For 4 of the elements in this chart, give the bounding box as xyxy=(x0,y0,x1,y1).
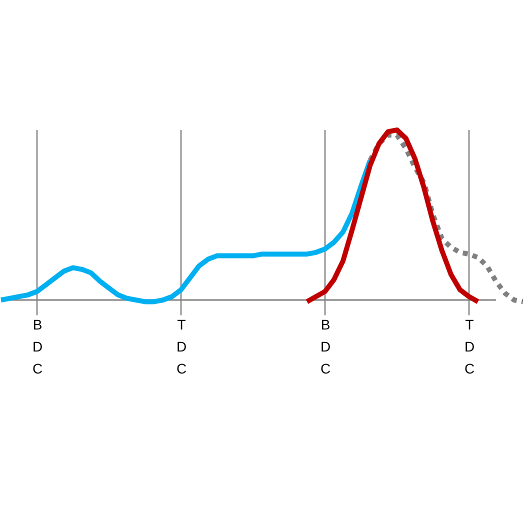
x-tick-label: BDC xyxy=(320,316,331,376)
x-tick-label: BDC xyxy=(32,316,43,376)
x-tick-label: TDC xyxy=(176,316,187,376)
x-tick-label: TDC xyxy=(464,316,475,376)
